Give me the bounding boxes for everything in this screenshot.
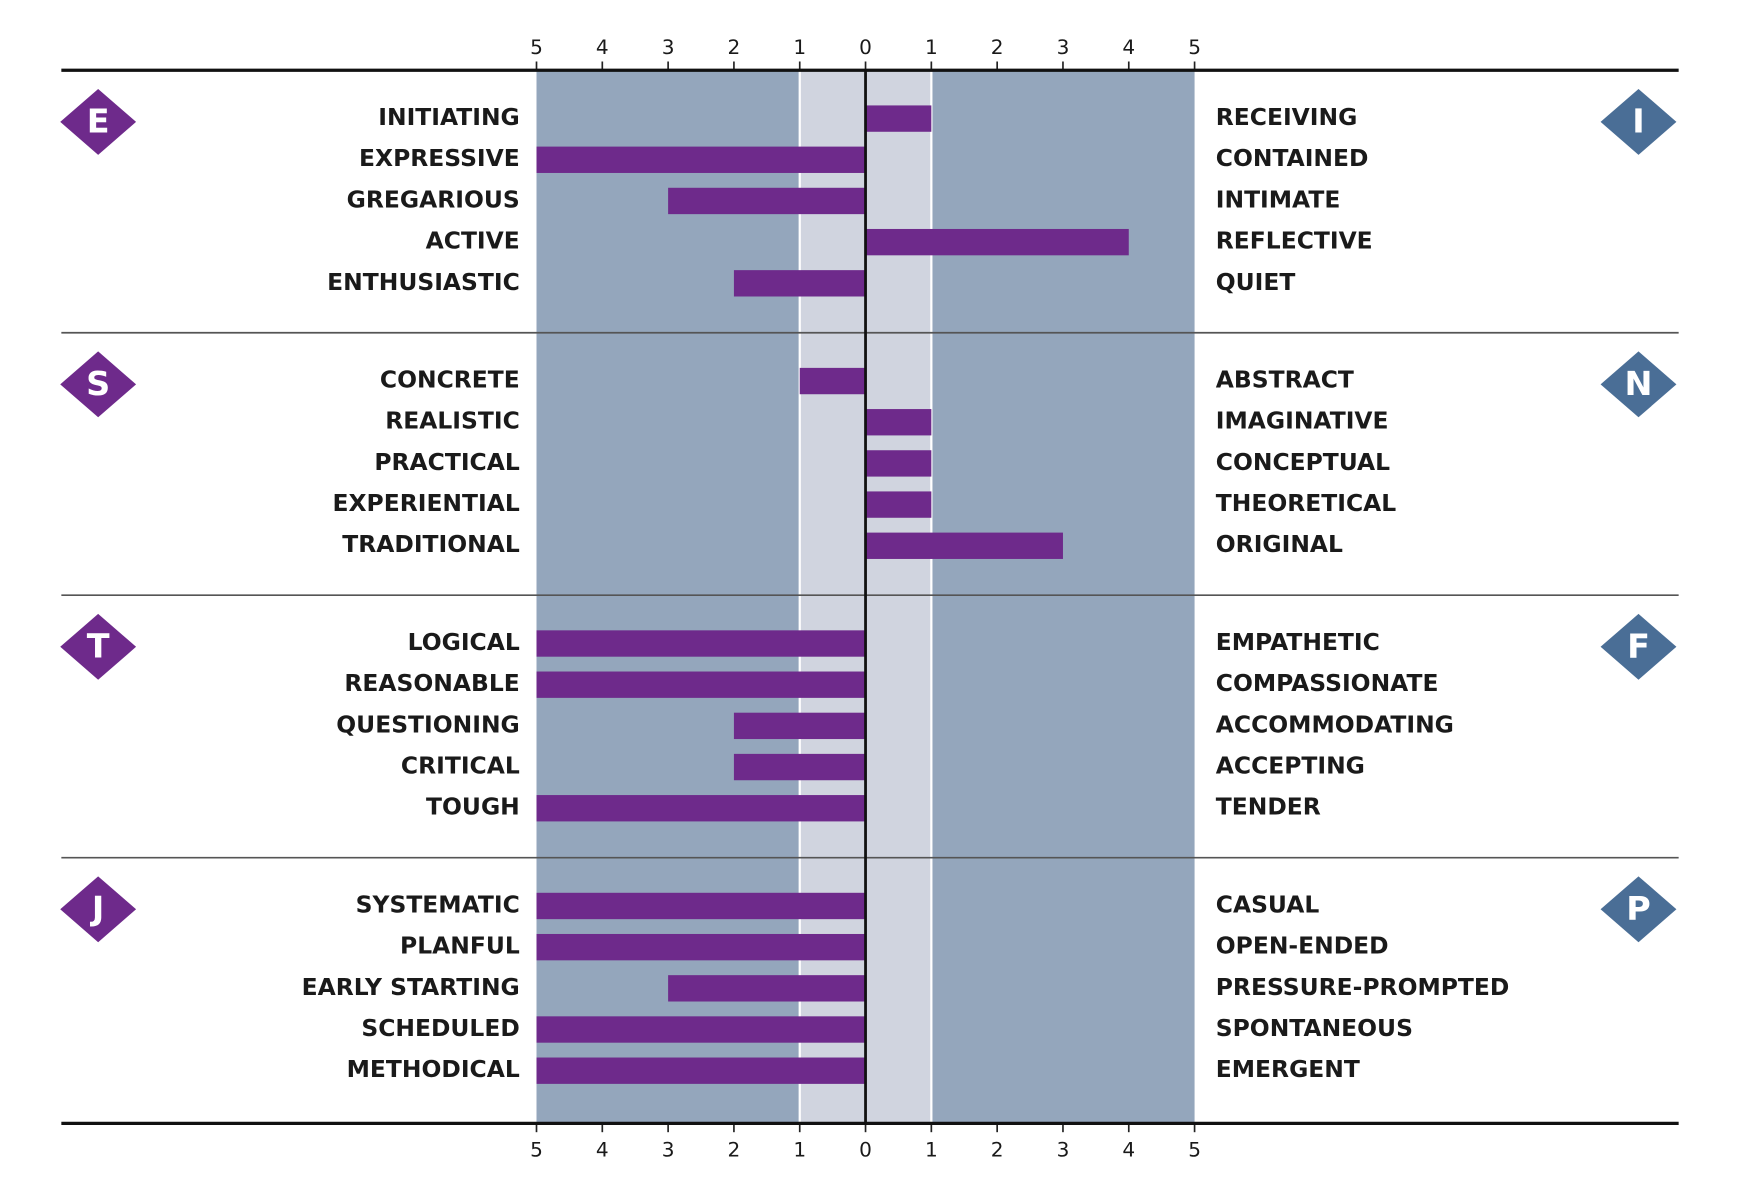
right-label: OPEN-ENDED — [1216, 933, 1389, 960]
x-tick-label: 3 — [662, 36, 675, 59]
bar — [865, 450, 932, 477]
left-label: LOGICAL — [408, 629, 520, 656]
x-tick-label: 1 — [925, 36, 938, 59]
right-label: THEORETICAL — [1216, 490, 1397, 517]
pole-diamond — [1600, 613, 1677, 680]
left-label: ENTHUSIASTIC — [327, 269, 520, 296]
right-label: ABSTRACT — [1216, 367, 1354, 394]
bar — [536, 671, 866, 698]
left-label: REASONABLE — [344, 670, 519, 697]
bar — [536, 630, 866, 657]
bar — [799, 367, 866, 395]
right-label: ACCEPTING — [1216, 753, 1365, 780]
right-label: TENDER — [1216, 794, 1321, 821]
left-label: EXPRESSIVE — [359, 145, 520, 172]
left-label: CRITICAL — [401, 753, 520, 780]
bar — [733, 270, 866, 297]
pole-letter: I — [1632, 102, 1644, 141]
right-label: SPONTANEOUS — [1216, 1015, 1413, 1042]
x-tick-label: 3 — [1057, 36, 1070, 59]
pole-diamond — [60, 613, 137, 680]
x-tick-label: 0 — [859, 1138, 872, 1161]
right-label: EMERGENT — [1216, 1056, 1360, 1083]
bar — [865, 105, 932, 132]
x-tick-label: 1 — [925, 1138, 938, 1161]
x-tick-label: 3 — [662, 1138, 675, 1161]
x-tick-label: 4 — [1122, 36, 1135, 59]
bar — [865, 532, 1063, 559]
pole-letter: F — [1627, 627, 1650, 666]
pole-letter: E — [87, 102, 110, 141]
x-tick-label: 0 — [859, 36, 872, 59]
x-tick-label: 2 — [728, 36, 741, 59]
right-label: ACCOMMODATING — [1216, 711, 1454, 738]
bar — [733, 753, 866, 781]
pole-letter: T — [87, 627, 110, 666]
pole-diamond — [60, 876, 137, 943]
left-label: CONCRETE — [380, 367, 520, 394]
left-label: QUESTIONING — [336, 711, 519, 738]
bar — [536, 933, 866, 961]
x-tick-label: 2 — [991, 36, 1004, 59]
right-label: INTIMATE — [1216, 187, 1341, 214]
right-label: IMAGINATIVE — [1216, 408, 1389, 435]
left-label: EARLY STARTING — [302, 974, 520, 1001]
right-label: EMPATHETIC — [1216, 629, 1380, 656]
left-label: PRACTICAL — [374, 449, 520, 476]
bar — [865, 491, 932, 518]
left-label: TRADITIONAL — [342, 531, 520, 558]
left-label: REALISTIC — [385, 408, 520, 435]
bar — [668, 187, 866, 215]
left-label: GREGARIOUS — [347, 187, 520, 214]
left-label: INITIATING — [378, 104, 520, 131]
x-tick-label: 5 — [530, 36, 543, 59]
right-label: RECEIVING — [1216, 104, 1358, 131]
right-label: CASUAL — [1216, 892, 1320, 919]
left-label: METHODICAL — [347, 1056, 520, 1083]
left-label: ACTIVE — [426, 228, 520, 255]
pole-diamond — [1600, 351, 1677, 418]
left-label: SCHEDULED — [361, 1015, 519, 1042]
left-label: SYSTEMATIC — [356, 892, 520, 919]
x-tick-label: 2 — [728, 1138, 741, 1161]
x-tick-label: 3 — [1057, 1138, 1070, 1161]
pole-diamond — [60, 351, 137, 418]
bar — [865, 409, 932, 436]
bar — [733, 712, 866, 740]
x-tick-label: 5 — [530, 1138, 543, 1161]
x-tick-label: 1 — [793, 36, 806, 59]
left-label: PLANFUL — [400, 933, 520, 960]
bar — [536, 1057, 866, 1084]
pole-letter: S — [86, 364, 110, 403]
right-label: REFLECTIVE — [1216, 228, 1373, 255]
x-tick-label: 4 — [596, 1138, 609, 1161]
pole-diamond — [60, 88, 137, 155]
bar — [865, 228, 1129, 256]
pole-letter: N — [1625, 364, 1653, 403]
right-label: QUIET — [1216, 269, 1296, 296]
pole-diamond — [1600, 88, 1677, 155]
right-label: CONTAINED — [1216, 145, 1369, 172]
bar — [536, 892, 866, 920]
x-tick-label: 1 — [793, 1138, 806, 1161]
bar — [536, 146, 866, 173]
left-label: TOUGH — [426, 794, 520, 821]
left-label: EXPERIENTIAL — [332, 490, 519, 517]
pole-diamond — [1600, 876, 1677, 943]
x-tick-label: 2 — [991, 1138, 1004, 1161]
pole-letter: P — [1626, 889, 1651, 928]
bar — [536, 1016, 866, 1043]
x-tick-label: 5 — [1188, 1138, 1201, 1161]
bar — [536, 795, 866, 822]
bar — [668, 975, 866, 1002]
right-label: ORIGINAL — [1216, 531, 1343, 558]
right-label: PRESSURE-PROMPTED — [1216, 974, 1510, 1001]
x-tick-label: 5 — [1188, 36, 1201, 59]
x-tick-label: 4 — [596, 36, 609, 59]
x-tick-label: 4 — [1122, 1138, 1135, 1161]
pole-letter: J — [90, 889, 104, 928]
right-label: CONCEPTUAL — [1216, 449, 1391, 476]
right-label: COMPASSIONATE — [1216, 670, 1439, 697]
